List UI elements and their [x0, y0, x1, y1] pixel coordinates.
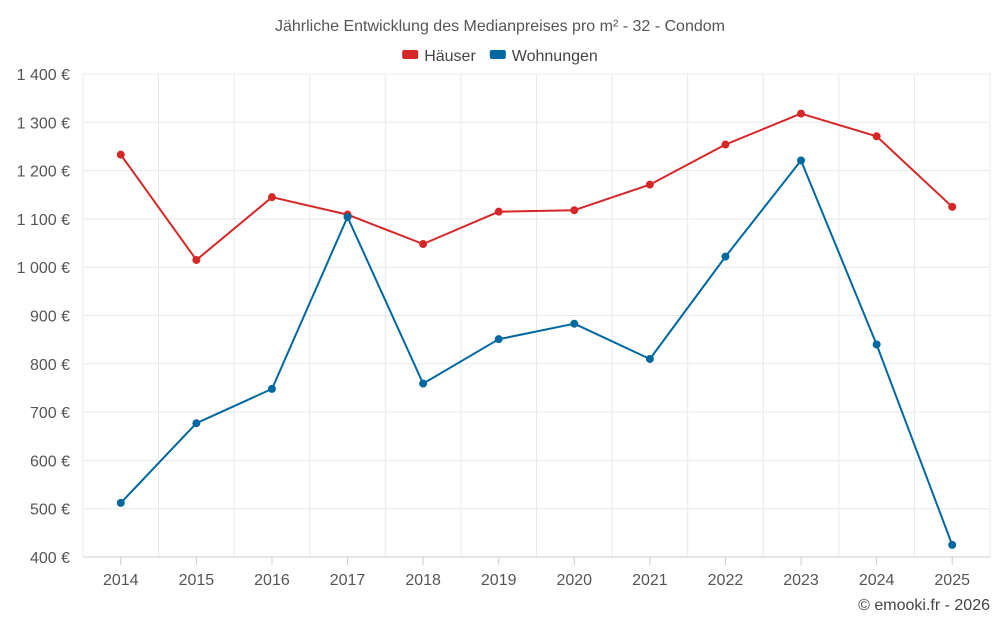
- legend-item-0[interactable]: Häuser: [402, 48, 476, 65]
- y-tick-label: 800 €: [30, 357, 70, 374]
- y-tick-label: 900 €: [30, 309, 70, 326]
- x-tick-label: 2015: [179, 572, 215, 589]
- legend-item-1[interactable]: Wohnungen: [489, 48, 598, 65]
- x-tick-label: 2016: [254, 572, 290, 589]
- series-0-point[interactable]: [645, 180, 654, 189]
- series-0-line[interactable]: [119, 112, 953, 261]
- y-tick-label: 1 400 €: [17, 67, 70, 84]
- series-0-point[interactable]: [721, 140, 730, 149]
- series-1-point[interactable]: [570, 319, 579, 328]
- series-1-point[interactable]: [948, 540, 957, 549]
- legend-swatch: [402, 50, 419, 59]
- legend-label: Häuser: [424, 48, 476, 65]
- series-0-point[interactable]: [570, 206, 579, 215]
- x-tick-label: 2020: [556, 572, 592, 589]
- series-1-point[interactable]: [797, 156, 806, 165]
- series-1-point[interactable]: [872, 340, 881, 349]
- x-tick-label: 2023: [783, 572, 819, 589]
- series-1-point[interactable]: [267, 384, 276, 393]
- legend[interactable]: Häuser Wohnungen: [402, 48, 598, 65]
- series-0-point[interactable]: [116, 150, 125, 159]
- y-tick-label: 500 €: [30, 502, 70, 519]
- x-tick-label: 2025: [934, 572, 970, 589]
- series-1-line[interactable]: [120, 159, 954, 546]
- y-tick-label: 1 000 €: [17, 260, 70, 277]
- series-1-point[interactable]: [419, 379, 428, 388]
- chart-title: Jährliche Entwicklung des Medianpreises …: [275, 18, 725, 35]
- series-0-point[interactable]: [948, 202, 957, 211]
- series-1-point[interactable]: [116, 498, 125, 507]
- y-tick-label: 700 €: [30, 405, 70, 422]
- y-tick-label: 1 200 €: [17, 164, 70, 181]
- series-0-point[interactable]: [494, 207, 503, 216]
- x-axis: 2014 2015 2016 2017 2018 2019 2020 2021 2022 2023…: [83, 556, 990, 589]
- series-1-point[interactable]: [721, 252, 730, 261]
- series-1-point[interactable]: [645, 354, 654, 363]
- series-1-point[interactable]: [343, 212, 352, 221]
- credit-text: © emooki.fr - 2026: [858, 597, 990, 614]
- x-tick-label: 2017: [330, 572, 366, 589]
- series-1-point[interactable]: [494, 335, 503, 344]
- y-tick-label: 400 €: [30, 550, 70, 567]
- x-tick-label: 2018: [405, 572, 441, 589]
- series-0-point[interactable]: [192, 255, 201, 264]
- x-tick-label: 2014: [103, 572, 139, 589]
- series-layer: [116, 109, 957, 549]
- y-axis: 400 € 500 € 600 € 700 € 800 € 900 € 1 000 € 1 1…: [17, 67, 70, 567]
- series-1[interactable]: [116, 156, 957, 549]
- y-tick-label: 1 100 €: [17, 212, 70, 229]
- series-0-point[interactable]: [267, 193, 276, 202]
- series-0[interactable]: [116, 109, 957, 264]
- x-tick-label: 2024: [859, 572, 895, 589]
- x-tick-label: 2019: [481, 572, 517, 589]
- series-0-point[interactable]: [419, 240, 428, 249]
- x-tick-label: 2021: [632, 572, 668, 589]
- legend-label: Wohnungen: [512, 48, 598, 65]
- x-tick-label: 2022: [708, 572, 744, 589]
- y-tick-label: 1 300 €: [17, 115, 70, 132]
- legend-swatch: [489, 50, 506, 59]
- grid: [82, 73, 991, 558]
- series-0-point[interactable]: [872, 132, 881, 141]
- y-tick-label: 600 €: [30, 453, 70, 470]
- series-0-point[interactable]: [797, 109, 806, 118]
- series-1-point[interactable]: [192, 419, 201, 428]
